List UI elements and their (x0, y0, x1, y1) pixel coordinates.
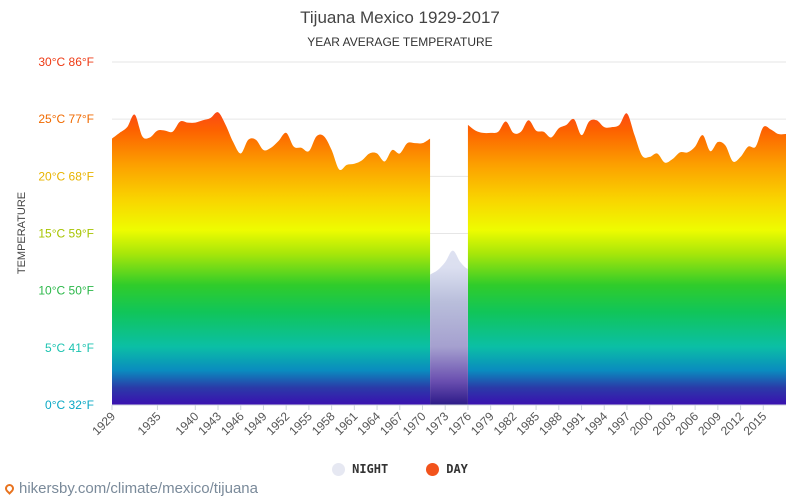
x-tick-label: 2006 (672, 409, 701, 438)
night-area (430, 250, 468, 405)
x-tick-label: 1994 (582, 409, 611, 438)
y-tick-label: 0°C 32°F (45, 398, 94, 412)
legend-day-label: DAY (446, 462, 468, 476)
chart-title: Tijuana Mexico 1929-2017 (300, 8, 500, 27)
legend-night-label: NIGHT (352, 462, 389, 476)
x-tick-label: 1982 (491, 409, 520, 438)
y-axis-title: TEMPERATURE (16, 192, 28, 274)
x-tick-label: 1943 (195, 409, 224, 438)
x-tick-label: 2000 (627, 409, 656, 438)
x-tick-label: 1929 (89, 409, 118, 438)
x-tick-label: 1991 (559, 409, 588, 438)
x-tick-label: 1958 (309, 409, 338, 438)
x-tick-label: 1964 (354, 409, 383, 438)
y-axis: 0°C 32°F 5°C 41°F 10°C 50°F 15°C 59°F 20°C 6… (38, 55, 94, 412)
x-tick-label: 1988 (536, 409, 565, 438)
y-tick-label: 5°C 41°F (45, 341, 94, 355)
x-tick-label: 1949 (241, 409, 270, 438)
day-area-segment (112, 112, 431, 406)
x-tick-label: 2009 (695, 409, 724, 438)
legend-day-swatch (426, 462, 440, 476)
legend-item-day[interactable]: DAY (426, 462, 468, 476)
x-tick-label: 1940 (173, 409, 202, 438)
y-tick-label: 15°C 59°F (38, 227, 94, 241)
x-tick-label: 2015 (741, 409, 770, 438)
chart-subtitle: YEAR AVERAGE TEMPERATURE (307, 35, 493, 49)
day-area-segment (467, 113, 786, 406)
x-tick-label: 1979 (468, 409, 497, 438)
x-tick-label: 1955 (286, 409, 315, 438)
x-tick-label: 1935 (135, 409, 164, 438)
legend: NIGHT DAY (0, 462, 800, 476)
location-pin-icon (3, 482, 16, 495)
x-tick-label: 1946 (218, 409, 247, 438)
x-tick-label: 1967 (377, 409, 406, 438)
x-tick-label: 1970 (400, 409, 429, 438)
plot-areas (112, 112, 786, 406)
x-tick-label: 1985 (513, 409, 542, 438)
x-tick-label: 2003 (650, 409, 679, 438)
x-tick-label: 1952 (264, 409, 293, 438)
y-tick-label: 25°C 77°F (38, 112, 94, 126)
y-tick-label: 10°C 50°F (38, 284, 94, 298)
legend-night-swatch (332, 462, 346, 476)
source-url: hikersby.com/climate/mexico/tijuana (19, 480, 258, 497)
x-tick-label: 1973 (423, 409, 452, 438)
y-tick-label: 30°C 86°F (38, 55, 94, 69)
x-tick-label: 1997 (604, 409, 633, 438)
x-axis: 1929 1935 19401943194619491952195519581961… (89, 404, 786, 438)
x-tick-label: 1961 (332, 409, 361, 438)
y-tick-label: 20°C 68°F (38, 169, 94, 183)
x-tick-label: 2012 (718, 409, 747, 438)
legend-item-night[interactable]: NIGHT (332, 462, 388, 476)
source-link[interactable]: hikersby.com/climate/mexico/tijuana (3, 480, 258, 497)
x-tick-label: 1976 (445, 409, 474, 438)
